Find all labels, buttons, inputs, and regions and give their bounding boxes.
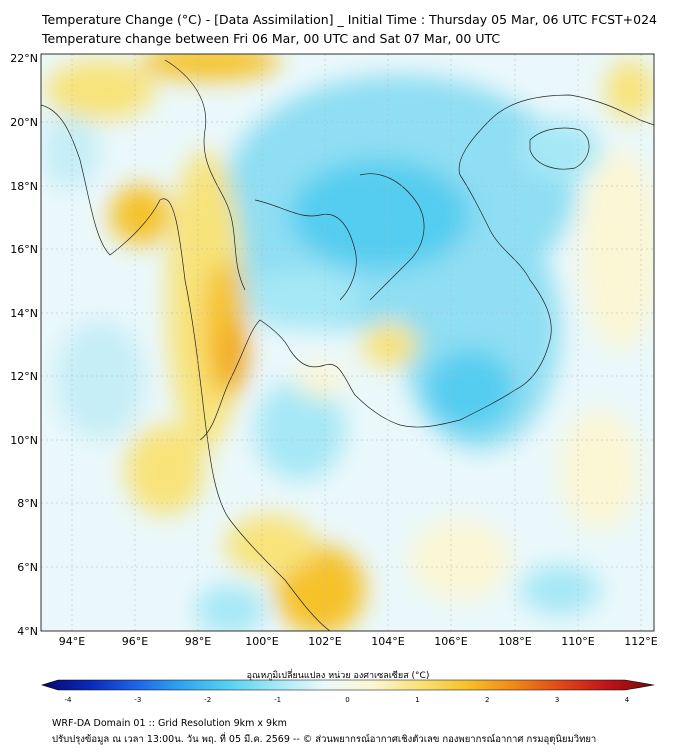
lon-label: 104°E [371, 635, 404, 648]
colorbar-tick-label: 0 [345, 696, 349, 704]
temperature-field [41, 54, 654, 631]
lat-label: 4°N [17, 625, 38, 638]
lat-label: 8°N [17, 497, 38, 510]
colorbar: -4 -3 -2 -1 0 1 2 3 4 [40, 679, 655, 704]
lat-label: 12°N [10, 370, 38, 383]
lon-label: 108°E [498, 635, 531, 648]
colorbar-tick-label: 3 [555, 696, 559, 704]
lat-label: 16°N [10, 243, 38, 256]
colorbar-title: อุณหภูมิเปลี่ยนแปลง หน่วย องศาเซลเซียส (… [246, 671, 430, 681]
lon-label: 98°E [185, 635, 211, 648]
lon-label: 112°E [624, 635, 657, 648]
colorbar-tick-label: -2 [204, 696, 211, 704]
colorbar-tick-label: 4 [625, 696, 630, 704]
lon-label: 94°E [59, 635, 85, 648]
lon-label: 106°E [434, 635, 467, 648]
lon-label: 102°E [308, 635, 341, 648]
colorbar-tick-label: 2 [485, 696, 489, 704]
lat-label: 14°N [10, 307, 38, 320]
longitude-labels: 94°E 96°E 98°E 100°E 102°E 104°E 106°E 1… [59, 635, 658, 648]
lat-label: 22°N [10, 52, 38, 65]
map-title-line-2: Temperature change between Fri 06 Mar, 0… [42, 31, 501, 46]
colorbar-tick-labels: -4 -3 -2 -1 0 1 2 3 4 [65, 696, 630, 704]
colorbar-gradient [40, 679, 655, 691]
map-gridlines [41, 54, 654, 631]
colorbar-tick-label: -4 [65, 696, 73, 704]
lat-label: 10°N [10, 434, 38, 447]
lon-label: 96°E [122, 635, 148, 648]
footer-update-info: ปรับปรุงข้อมูล ณ เวลา 13:00น. วัน พฤ. ที… [52, 734, 597, 745]
colorbar-tick-label: 1 [415, 696, 419, 704]
lat-label: 18°N [10, 180, 38, 193]
lat-label: 20°N [10, 116, 38, 129]
lat-label: 6°N [17, 561, 38, 574]
colorbar-tick-label: -3 [134, 696, 141, 704]
latitude-labels: 22°N 20°N 18°N 16°N 14°N 12°N 10°N 8°N 6… [10, 52, 38, 638]
map-title-line-1: Temperature Change (°C) - [Data Assimila… [42, 12, 657, 27]
map-frame [40, 53, 655, 632]
footer-model-info: WRF-DA Domain 01 :: Grid Resolution 9km … [52, 718, 287, 729]
colorbar-tick-label: -1 [274, 696, 281, 704]
lon-label: 100°E [245, 635, 278, 648]
coastlines [41, 59, 654, 631]
lon-label: 110°E [561, 635, 594, 648]
